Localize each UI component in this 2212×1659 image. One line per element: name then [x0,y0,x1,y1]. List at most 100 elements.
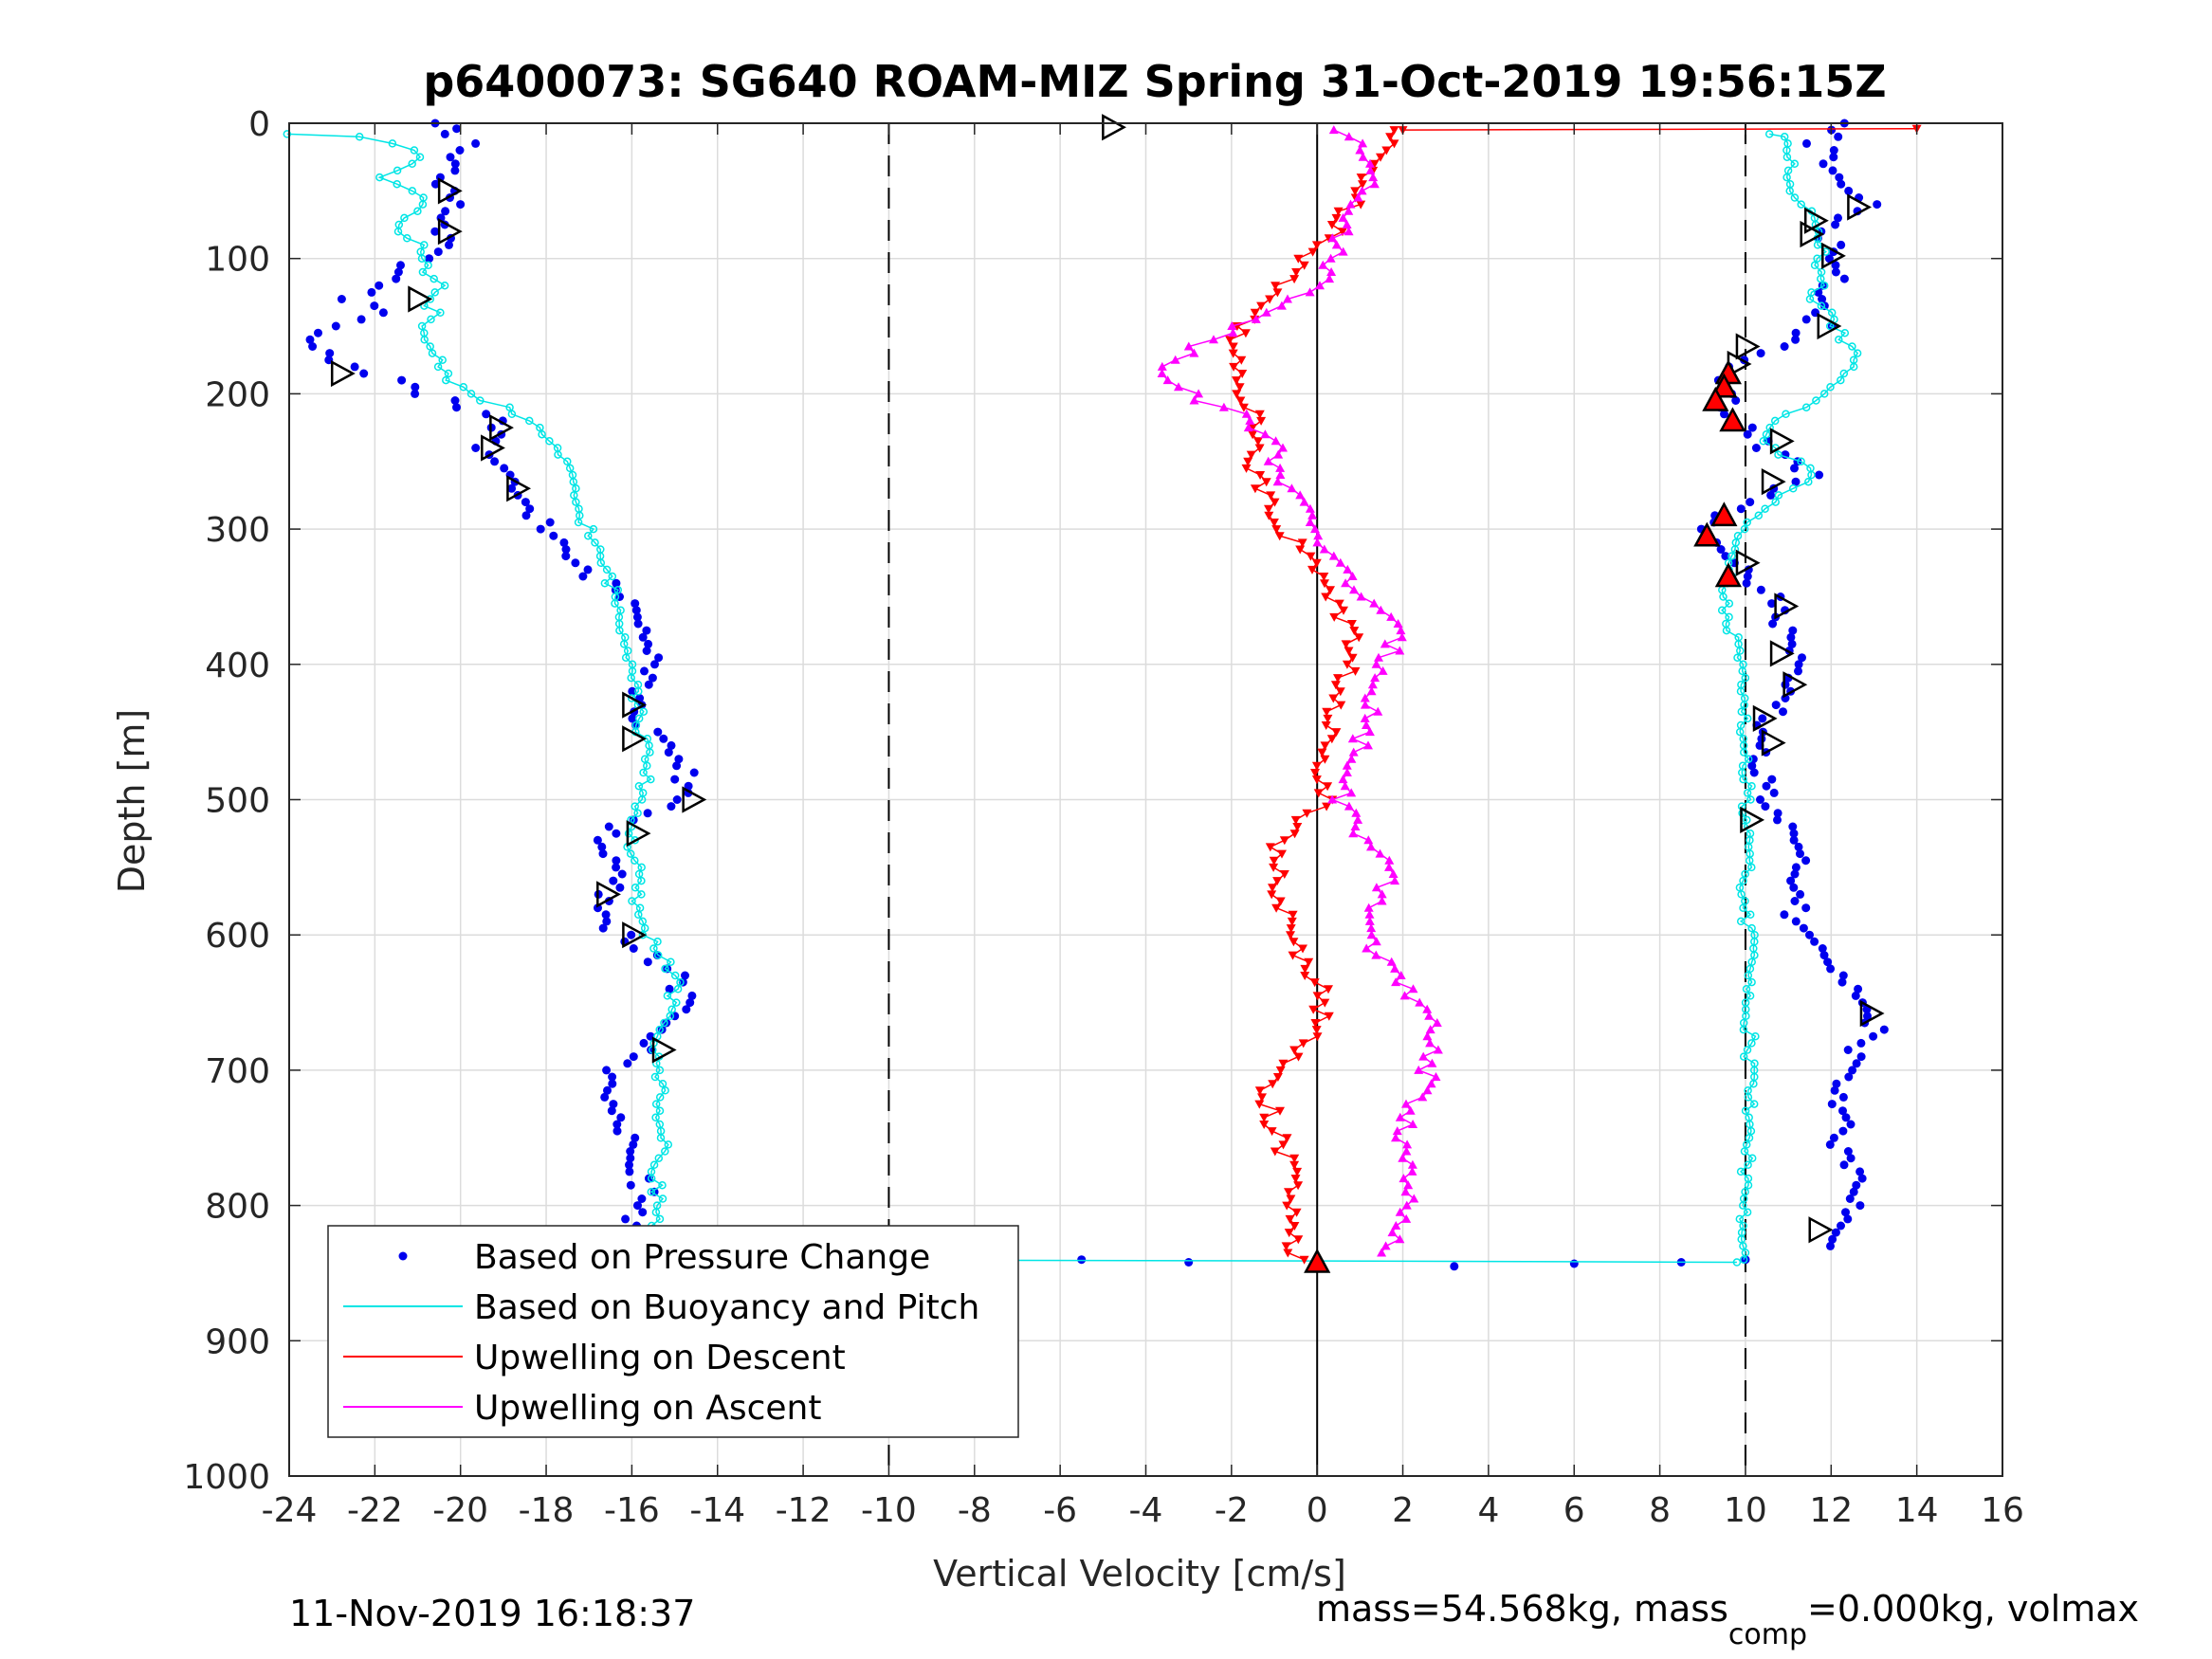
buoyancy-point [661,1086,669,1095]
pressure-point [425,254,434,264]
buoyancy-point [1813,241,1822,249]
pressure-point [1815,470,1824,480]
buoyancy-point [355,133,364,141]
pressure-point [561,545,571,554]
ascent-point [1157,361,1167,371]
ascent-point [1418,1051,1429,1061]
pressure-point [1826,964,1836,974]
descent-point [1334,599,1344,609]
descent-point [1330,681,1341,690]
pressure-point [549,531,558,540]
ascent-point [1380,639,1390,648]
ascent-point [1358,152,1368,161]
hollow-triangle-marker [596,881,621,908]
buoyancy-point [1737,890,1746,899]
descent-point [1311,761,1322,771]
pressure-point [1831,220,1840,229]
pressure-point [331,321,340,331]
buoyancy-point [600,578,610,588]
pressure-point [617,869,627,879]
descent-point [1312,1032,1323,1042]
footer-mass-subscript: comp [1728,1618,1807,1651]
buoyancy-point [426,295,435,303]
pressure-point [672,795,682,804]
buoyancy-point [1848,342,1856,351]
y-tick-label: 700 [205,1052,270,1091]
hollow-triangle-marker [1782,671,1808,699]
pressure-point [654,653,664,663]
pressure-point [367,287,376,297]
descent-point [1349,627,1360,636]
descent-point [1356,173,1366,183]
pressure-point [1746,498,1755,507]
buoyancy-point [1745,856,1754,865]
descent-point [1292,1167,1303,1176]
pressure-point [1826,1241,1835,1250]
ascent-point [1344,132,1354,141]
pressure-point [670,775,680,784]
descent-point [1278,1140,1289,1150]
pressure-point [623,1059,632,1068]
pressure-point [1716,545,1726,554]
pressure-point [1856,1038,1866,1048]
descent-point [1304,957,1314,967]
ascent-point [1287,483,1297,493]
buoyancy-point [410,146,419,155]
buoyancy-point [1739,1025,1748,1034]
hollow-triangle-marker [1859,999,1885,1028]
ascent-point [1391,977,1401,987]
buoyancy-point [1749,1079,1758,1088]
ascent-point [1328,125,1339,135]
pressure-point [625,1167,634,1176]
pressure-point [1869,1031,1878,1041]
buoyancy-point [1849,362,1858,372]
descent-point [1284,1229,1294,1238]
descent-point [1298,944,1307,954]
buoyancy-point [408,187,417,195]
buoyancy-point [631,856,639,865]
buoyancy-point [1837,375,1845,385]
buoyancy-point [1717,606,1727,614]
pressure-point [1823,957,1833,967]
ascent-point [1401,1213,1412,1223]
footer-mass-rest: =0.000kg, volmax [1807,1588,2139,1630]
descent-point [1331,728,1342,738]
pressure-point [616,1113,626,1122]
ascent-point [1401,1099,1411,1108]
descent-point [1389,126,1399,136]
ascent-point [1432,1018,1442,1027]
ascent-point [1365,158,1375,168]
ascent-point [1327,233,1338,243]
ascent-point [1347,734,1358,743]
pressure-point [450,159,460,169]
pressure-point [662,1018,671,1028]
pressure-point [1841,1208,1850,1217]
descent-point [1286,924,1296,934]
buoyancy-point [1737,707,1746,716]
legend-swatch-pressure [398,1251,408,1261]
ascent-point [1307,510,1318,520]
pressure-point [1856,1167,1865,1176]
pressure-point [1450,1262,1459,1271]
pressure-point [600,1092,610,1102]
ascent-point [1276,301,1287,310]
ascent-point [1369,179,1380,189]
pressure-point [1854,984,1863,994]
ascent-point [1377,896,1387,905]
ascent-point [1392,1126,1402,1136]
buoyancy-point [655,1093,665,1102]
descent-point [1278,1059,1289,1068]
pressure-point [607,1106,616,1116]
pressure-point [653,727,663,737]
buoyancy-point [634,781,644,791]
x-tick-label: -2 [1215,1491,1249,1530]
ascent-point [1342,768,1352,776]
descent-point [1288,910,1298,920]
y-tick-label: 1000 [183,1458,270,1497]
ascent-point [1342,220,1352,228]
pressure-point [602,1066,612,1075]
buoyancy-point [1736,647,1745,655]
pressure-point [628,686,637,696]
descent-point [1289,938,1299,947]
